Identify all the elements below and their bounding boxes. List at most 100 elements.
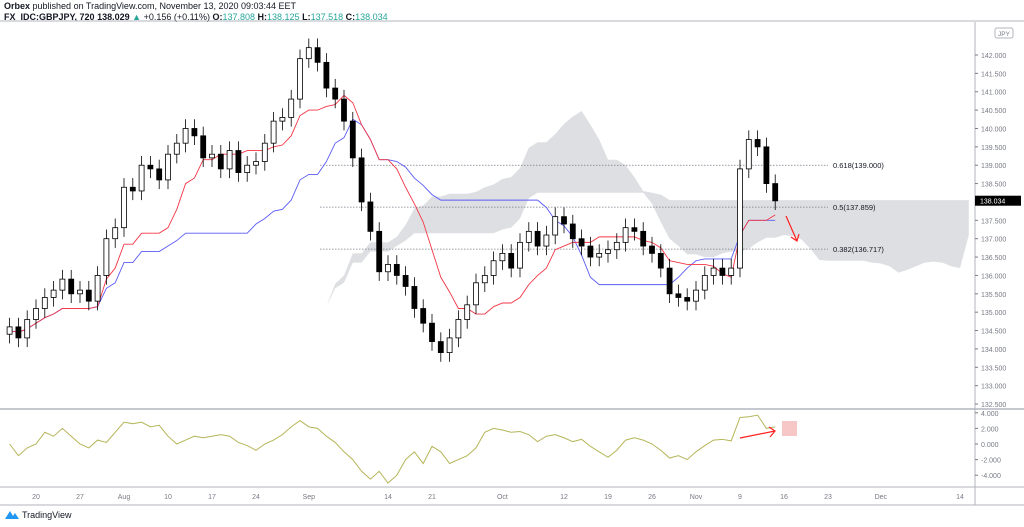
candle [33,299,39,329]
candle [261,133,268,171]
candle-body [209,153,215,159]
highlight-box [782,421,797,436]
candle [605,240,611,263]
time-tick-label: Dec [875,494,888,501]
candle [358,148,365,212]
candle-body [15,326,22,339]
candle [499,244,506,270]
price-tick-label: 133.000 [981,384,1006,391]
price-tick-label: 132.500 [981,402,1006,409]
candle [657,244,664,278]
candle [569,214,576,248]
tradingview-logo-icon [5,511,19,519]
oscillator-line [9,414,776,484]
candle [6,317,13,344]
candle-body [508,252,515,269]
candle [314,38,321,72]
candle [587,236,594,267]
candle [121,178,127,237]
candle [429,314,435,351]
candle [85,280,92,311]
candle-body [77,289,83,295]
high-label: H: [257,12,268,22]
candle-body [613,241,620,251]
candle-body [393,264,400,276]
osc-tick-label: 0.000 [981,442,999,449]
candle-body [200,135,207,159]
down-arrow-annotation [785,215,800,242]
published-text: published on TradingView.com, November 1… [32,1,297,11]
candle-body [543,234,550,247]
candle-body [349,120,356,159]
candle-body [138,164,145,192]
candle-body [261,142,268,162]
candle-body [649,245,655,254]
fib-level-label: 0.5(137.859) [833,203,876,212]
price-tick-label: 141.000 [981,90,1006,97]
candle-body [85,289,92,302]
candle-body [464,304,471,320]
candle-body [499,252,506,262]
candle-body [332,87,339,100]
osc-tick-label: -2.000 [981,458,1001,465]
candle [728,258,735,285]
price-tick-label: 134.000 [981,347,1006,354]
close-label: C: [345,12,356,22]
price-tick-label: 140.500 [981,108,1006,115]
kijun-line [9,118,776,333]
candle-body [437,341,444,353]
candle [24,310,31,348]
candle [666,258,673,303]
candle-body [763,146,770,184]
candle-body [217,153,224,170]
publisher[interactable]: Orbex [4,1,31,11]
candle [701,266,708,300]
time-tick-label: Sep [303,494,316,501]
candle [543,225,550,256]
candle-body [6,326,13,335]
chart-header: Orbex published on TradingView.com, Nove… [4,1,388,23]
candle [772,174,779,211]
candle-body [754,139,761,148]
candle [341,89,347,131]
candle [455,310,462,348]
candle [209,145,215,168]
candle [631,218,638,241]
candle-body [569,223,576,240]
candle-body [684,297,691,302]
candle-body [165,153,171,181]
currency-badge [994,27,1014,39]
candle-body [385,264,391,273]
candle-body [402,275,409,287]
candle [534,222,541,256]
candle-body [446,337,453,353]
candle-body [235,150,242,173]
brand-name[interactable]: TradingView [22,510,72,520]
candle [481,266,488,292]
candle [402,266,409,296]
candle-body [270,120,277,144]
candle [640,222,647,256]
candle [323,53,330,98]
candle [737,159,743,278]
candle [464,295,471,329]
candle-body [173,142,180,155]
candle-body [772,183,779,202]
candle [349,111,356,168]
candle [719,258,726,285]
time-tick-label: 12 [560,494,568,501]
candle-body [411,286,418,309]
candle [649,236,655,263]
candle [517,233,523,278]
candle-body [297,58,303,100]
price-tick-label: 141.500 [981,71,1006,78]
last-price-label: 138.034 [980,199,1005,206]
candle-body [50,289,57,298]
symbol[interactable]: FX_IDC:GBPJPY, 720 [4,12,95,22]
low-label: L: [302,12,311,22]
candle-body [693,289,699,302]
candle [420,299,427,333]
time-tick-label: 16 [780,494,788,501]
candle [305,38,312,68]
